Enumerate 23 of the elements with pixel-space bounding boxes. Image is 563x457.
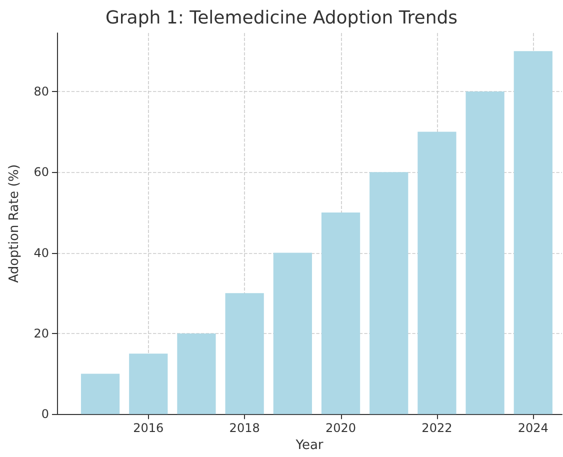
y-tick-label: 20	[34, 326, 49, 340]
x-tick-label: 2016	[133, 421, 164, 436]
bar	[273, 252, 312, 414]
bar	[418, 132, 456, 414]
bar	[466, 91, 504, 414]
y-tick-label: 40	[34, 246, 49, 260]
x-tick-label: 2020	[325, 421, 356, 436]
x-tick-label: 2022	[422, 421, 452, 436]
y-tick-label: 0	[41, 407, 49, 422]
chart-title: Graph 1: Telemedicine Adoption Trends	[105, 8, 458, 28]
bar	[514, 51, 552, 414]
x-tick-label: 2024	[518, 421, 548, 436]
y-tick-label: 60	[34, 165, 49, 180]
bar	[225, 293, 264, 414]
y-axis-title: Adoption Rate (%)	[7, 164, 22, 283]
x-tick-label: 2018	[229, 421, 260, 436]
bar	[129, 354, 168, 414]
bar	[80, 374, 120, 414]
bar	[177, 333, 216, 414]
y-tick-label: 80	[34, 84, 49, 98]
bar	[321, 212, 360, 414]
bar	[370, 172, 408, 414]
x-axis-title: Year	[294, 438, 324, 453]
